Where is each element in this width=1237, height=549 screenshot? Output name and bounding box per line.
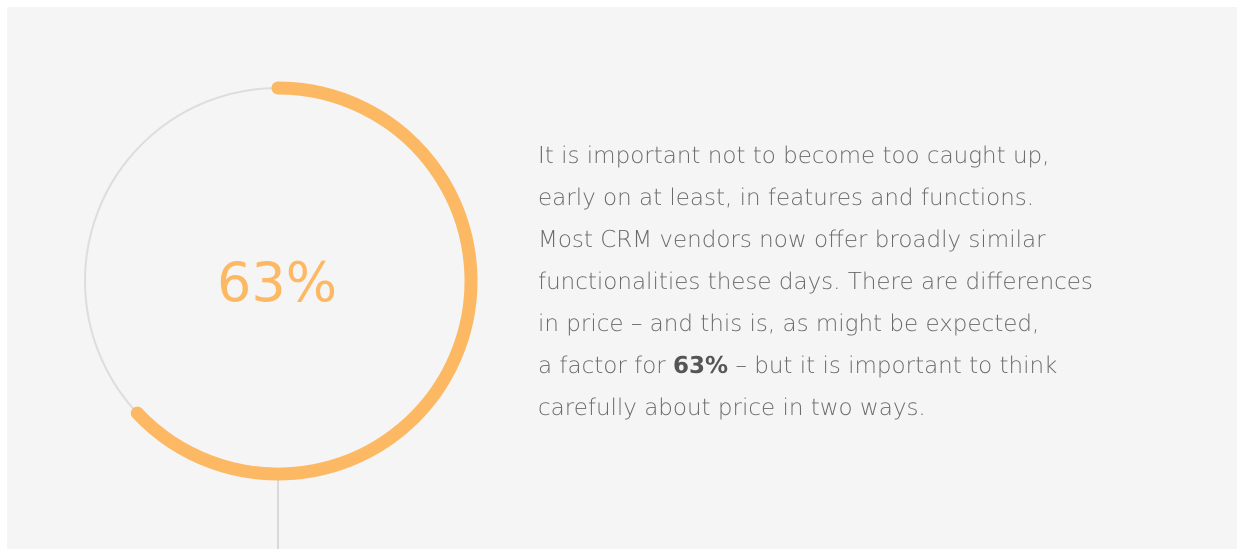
text-run: a factor for [538,353,673,379]
bold-run: 63% [673,353,728,379]
progress-arc [130,81,478,481]
paragraph-line: Most CRM vendors now offer broadly simil… [538,227,1046,253]
text-run: – but it is important to think [728,353,1057,379]
paragraph-line: in price – and this is, as might be expe… [538,311,1039,337]
paragraph: It is important not to become too caught… [538,143,1093,421]
paragraph-line: It is important not to become too caught… [538,143,1049,169]
paragraph-line: carefully about price in two ways. [538,395,926,421]
paragraph-line: functionalities these days. There are di… [538,269,1093,295]
ring: 63% [84,81,478,481]
center-label: 63% [217,251,337,314]
paragraph-line: a factor for 63% – but it is important t… [538,353,1057,379]
paragraph-line: early on at least, in features and funct… [538,185,1034,211]
